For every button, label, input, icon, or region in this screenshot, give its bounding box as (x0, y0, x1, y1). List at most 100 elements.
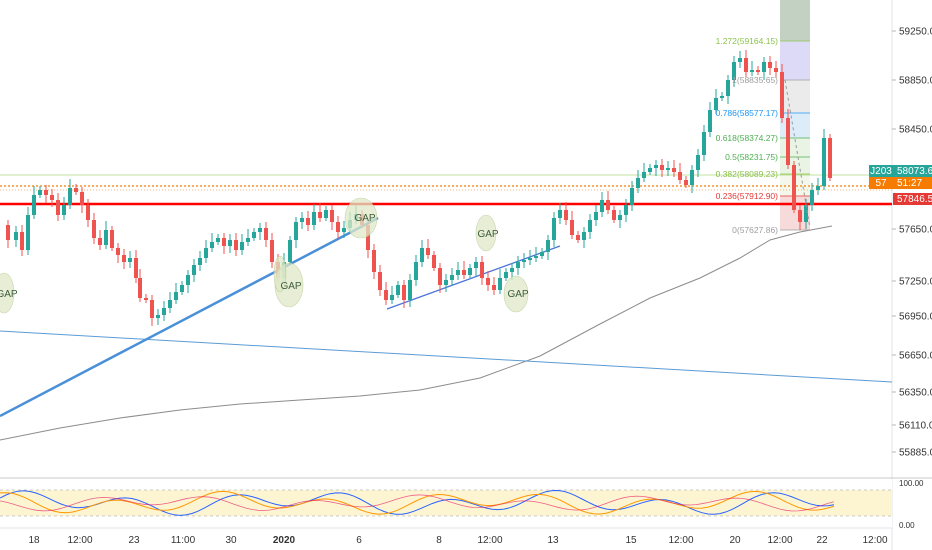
plot-area[interactable] (0, 0, 892, 477)
candle-body (270, 240, 274, 262)
x-tick-label: 15 (625, 535, 637, 546)
fib-labels: 1.272(59164.15) 1(58835.65) 0.786(58577.17… (716, 36, 779, 235)
y-tick-label: 57650.00 (899, 225, 932, 236)
candle-body (366, 225, 370, 250)
fib-level-label: 1(58835.65) (732, 75, 778, 85)
candle-body (26, 215, 30, 250)
y-tick-label: 56650.00 (899, 351, 932, 362)
candle-body (192, 265, 196, 275)
candle-body (50, 195, 54, 200)
candle-body (378, 272, 382, 290)
candle-body (792, 165, 796, 210)
candle-body (134, 258, 138, 278)
candle-body (786, 118, 790, 165)
candle-body (174, 292, 178, 300)
candle-body (86, 205, 90, 220)
y-tick-label: 57250.00 (899, 277, 932, 288)
candle-body (68, 188, 72, 205)
candle-body (98, 238, 102, 245)
candle-body (708, 110, 712, 132)
candle-body (74, 188, 78, 192)
candle-body (122, 255, 126, 262)
price-badge-tag (869, 177, 893, 189)
candle-body (456, 270, 460, 275)
fib-level-label: 0(57627.86) (732, 225, 778, 235)
x-tick-label: 12:00 (767, 535, 792, 546)
price-badges: J203 58073.68 57 51:27 57846.59 (869, 165, 932, 205)
candle-body (510, 268, 514, 272)
fib-level-label: 0.786(58577.17) (716, 108, 779, 118)
fib-level-label: 0.618(58374.27) (716, 133, 779, 143)
candle-body (516, 262, 520, 268)
price-axis[interactable] (892, 0, 932, 550)
fib-zone (780, 0, 810, 41)
gap-highlight (0, 272, 15, 314)
candle-body (612, 210, 616, 220)
candle-body (780, 72, 784, 118)
candle-body (432, 255, 436, 268)
candle-body (504, 272, 508, 278)
candle-body (774, 68, 778, 72)
candlesticks (6, 50, 832, 326)
candle-body (582, 232, 586, 240)
candle-body (642, 172, 646, 178)
candle-body (732, 62, 736, 80)
candle-body (570, 220, 574, 235)
candle-body (216, 238, 220, 242)
candle-body (210, 242, 214, 248)
oscillator-k-line (0, 489, 835, 516)
candle-body (576, 235, 580, 240)
candle-body (738, 58, 742, 62)
candle-body (56, 200, 60, 215)
gap-label: GAP (477, 229, 498, 240)
y-tick-label: 55885.00 (899, 448, 932, 459)
candle-body (306, 218, 310, 225)
candle-body (534, 256, 538, 258)
candle-body (110, 230, 114, 248)
candle-body (528, 258, 532, 260)
candle-body (606, 200, 610, 210)
price-badge-tag-text: 57 (875, 178, 887, 189)
x-tick-label: 22 (816, 535, 828, 546)
y-tick-label: 56350.00 (899, 388, 932, 399)
thick-blue-trendline[interactable] (0, 216, 379, 418)
candle-body (240, 242, 244, 250)
candle-body (168, 300, 172, 308)
short-blue-trendline[interactable] (386, 245, 561, 310)
candle-body (552, 218, 556, 240)
candle-body (486, 278, 490, 285)
candle-body (234, 240, 238, 250)
candle-body (468, 268, 472, 275)
x-tick-label: 12:00 (668, 535, 693, 546)
candle-body (546, 240, 550, 252)
candle-body (696, 155, 700, 170)
candle-body (186, 275, 190, 285)
oscillator-d-line (0, 490, 835, 515)
candle-body (654, 165, 658, 168)
x-tick-label: 2020 (273, 535, 296, 546)
y-tick-label: 58850.00 (899, 76, 932, 87)
x-tick-label: 30 (225, 535, 237, 546)
candle-body (408, 280, 412, 300)
candle-body (342, 228, 346, 232)
candle-body (14, 232, 18, 240)
candle-body (624, 205, 628, 215)
candle-body (128, 258, 132, 262)
oscillator-axis-ticks: 100.00 0.00 (899, 479, 924, 530)
price-badge-text: 58073.68 (897, 166, 932, 177)
candle-body (810, 190, 814, 205)
candle-body (384, 290, 388, 300)
candle-body (498, 278, 502, 290)
candle-body (222, 238, 226, 246)
candle-body (492, 285, 496, 290)
candle-body (150, 300, 154, 318)
candle-body (32, 195, 36, 215)
candle-body (288, 240, 292, 262)
fib-zone (780, 80, 810, 113)
candle-body (264, 228, 268, 240)
x-tick-label: 12:00 (862, 535, 887, 546)
candle-body (804, 205, 808, 222)
x-tick-label: 12:00 (67, 535, 92, 546)
fib-zone (780, 41, 810, 80)
